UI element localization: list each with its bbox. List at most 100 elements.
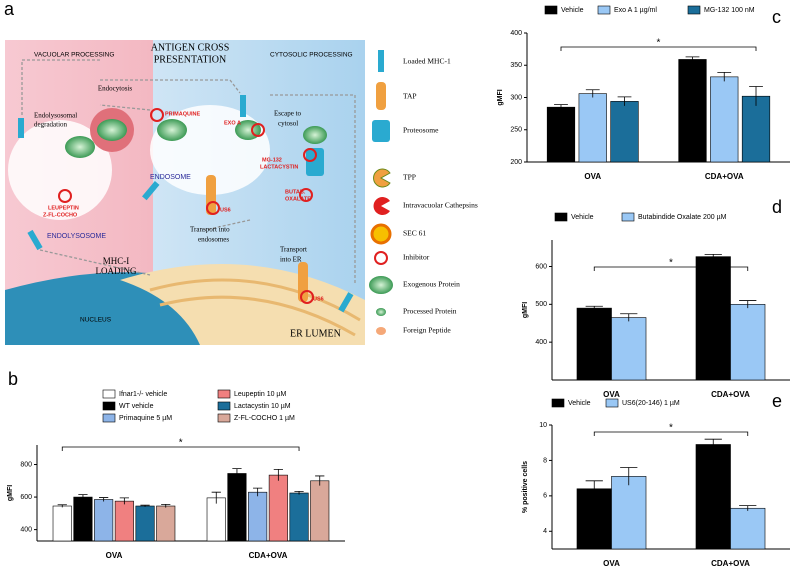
error-bar	[57, 504, 67, 508]
error-bar	[161, 503, 171, 508]
significance-bracket	[560, 46, 757, 51]
inhibitor-label: US6	[313, 296, 324, 302]
bar	[310, 480, 330, 542]
bar	[546, 106, 576, 163]
compartment-label: ENDOSOME	[150, 174, 191, 181]
icon-legend	[369, 50, 393, 335]
panel-letter: e	[772, 391, 782, 411]
error-bar	[620, 313, 638, 322]
compartment-label: ER LUMEN	[290, 328, 341, 339]
compartment-label: NUCLEUS	[80, 317, 112, 324]
y-tick-label: 400	[535, 339, 547, 346]
error-bar	[749, 86, 763, 106]
significance-star: *	[669, 258, 673, 269]
bar	[268, 474, 288, 542]
y-tick-label: 400	[20, 526, 32, 533]
legend-swatch	[217, 389, 231, 399]
legend-swatch	[621, 212, 635, 222]
error-bar	[620, 467, 638, 486]
diagram-label: Endolysosomal	[34, 112, 77, 120]
legend-label: Z-FL-COCHO 1 µM	[234, 415, 295, 422]
panel-letter: d	[772, 197, 782, 217]
legend-label: Vehicle	[571, 214, 594, 221]
y-tick-label: 600	[535, 263, 547, 270]
inhibitor-label: BUTAB.	[285, 189, 306, 195]
error-bar	[685, 56, 700, 63]
inhibitor-label: LACTACYSTIN	[260, 164, 298, 170]
x-tick-label: CDA+OVA	[711, 390, 750, 399]
diagram-label: MHC-I	[103, 256, 130, 266]
bar	[710, 76, 739, 163]
icon-legend-label: Proteosome	[403, 126, 439, 135]
bar	[576, 307, 612, 381]
y-tick-label: 200	[510, 159, 522, 166]
error-bar	[704, 253, 722, 259]
error-bar	[704, 438, 722, 450]
icon-legend-label: TAP	[403, 92, 417, 101]
x-tick-label: OVA	[584, 172, 601, 181]
legend-label: Leupeptin 10 µM	[234, 391, 286, 398]
legend-swatch	[605, 398, 619, 408]
y-tick-label: 4	[543, 528, 547, 535]
y-tick-label: 350	[510, 62, 522, 69]
inhibitor-label: PRIMAQUINE	[165, 111, 200, 117]
y-axis-label: gMFI	[497, 89, 504, 105]
legend-label: US6(20-146) 1 µM	[622, 400, 680, 407]
icon-legend-label: Inhibitor	[403, 253, 430, 262]
inhibitor-label: Z-FL-COCHO	[43, 212, 78, 218]
diagram-label: CYTOSOLIC PROCESSING	[270, 52, 353, 59]
error-bar	[119, 497, 129, 505]
significance-bracket	[61, 446, 300, 451]
icon-legend-label: Processed Protein	[403, 307, 457, 316]
error-bar	[273, 469, 283, 481]
legend-swatch	[554, 212, 568, 222]
bar	[730, 507, 766, 550]
legend-swatch	[102, 401, 116, 411]
legend-label: MG-132 100 nM	[704, 7, 755, 14]
icon-legend-label: Exogenous Protein	[403, 280, 460, 289]
bar	[114, 500, 134, 542]
legend-swatch	[544, 5, 558, 15]
compartment-label: ENDOLYSOSOME	[47, 233, 106, 240]
bar	[576, 488, 612, 550]
panel-letter: b	[8, 369, 18, 389]
y-axis-label: gMFI	[522, 302, 529, 318]
icon-legend-label: SEC 61	[403, 229, 426, 238]
x-tick-label: CDA+OVA	[705, 172, 744, 181]
legend-swatch	[102, 389, 116, 399]
y-axis-label: gMFI	[7, 485, 14, 501]
bar	[611, 317, 647, 381]
x-tick-label: OVA	[603, 559, 620, 567]
significance-bracket	[593, 431, 749, 436]
icon-legend-label: Loaded MHC-1	[403, 57, 451, 66]
x-tick-label: OVA	[106, 551, 123, 560]
diagram-label: Transport into	[190, 226, 230, 234]
diagram-label: VACUOLAR PROCESSING	[34, 52, 114, 59]
error-bar	[739, 505, 757, 511]
error-bar	[78, 494, 88, 500]
legend-swatch	[597, 5, 611, 15]
bar	[695, 444, 731, 550]
bar	[730, 304, 766, 381]
error-bar	[99, 497, 109, 502]
x-tick-label: CDA+OVA	[249, 551, 288, 560]
diagram-title: PRESENTATION	[154, 54, 227, 65]
error-bar	[617, 96, 632, 106]
inhibitor-label: LEUPEPTIN	[48, 205, 79, 211]
error-bar	[294, 490, 304, 495]
legend-swatch	[102, 413, 116, 423]
legend-swatch	[551, 398, 565, 408]
inhibitor-label: OXALATE	[285, 196, 311, 202]
legend-label: Vehicle	[568, 400, 591, 407]
error-bar	[717, 71, 732, 82]
diagram-label: LOADING	[96, 266, 137, 276]
diagram-title: ANTIGEN CROSS	[151, 42, 230, 53]
inhibitor-label: US6	[220, 207, 231, 213]
bar	[741, 95, 771, 163]
bar	[578, 93, 607, 163]
inhibitor-label: EXO A	[224, 120, 241, 126]
legend-label: Primaquine 5 µM	[119, 415, 172, 422]
y-tick-label: 600	[20, 494, 32, 501]
y-tick-label: 300	[510, 94, 522, 101]
